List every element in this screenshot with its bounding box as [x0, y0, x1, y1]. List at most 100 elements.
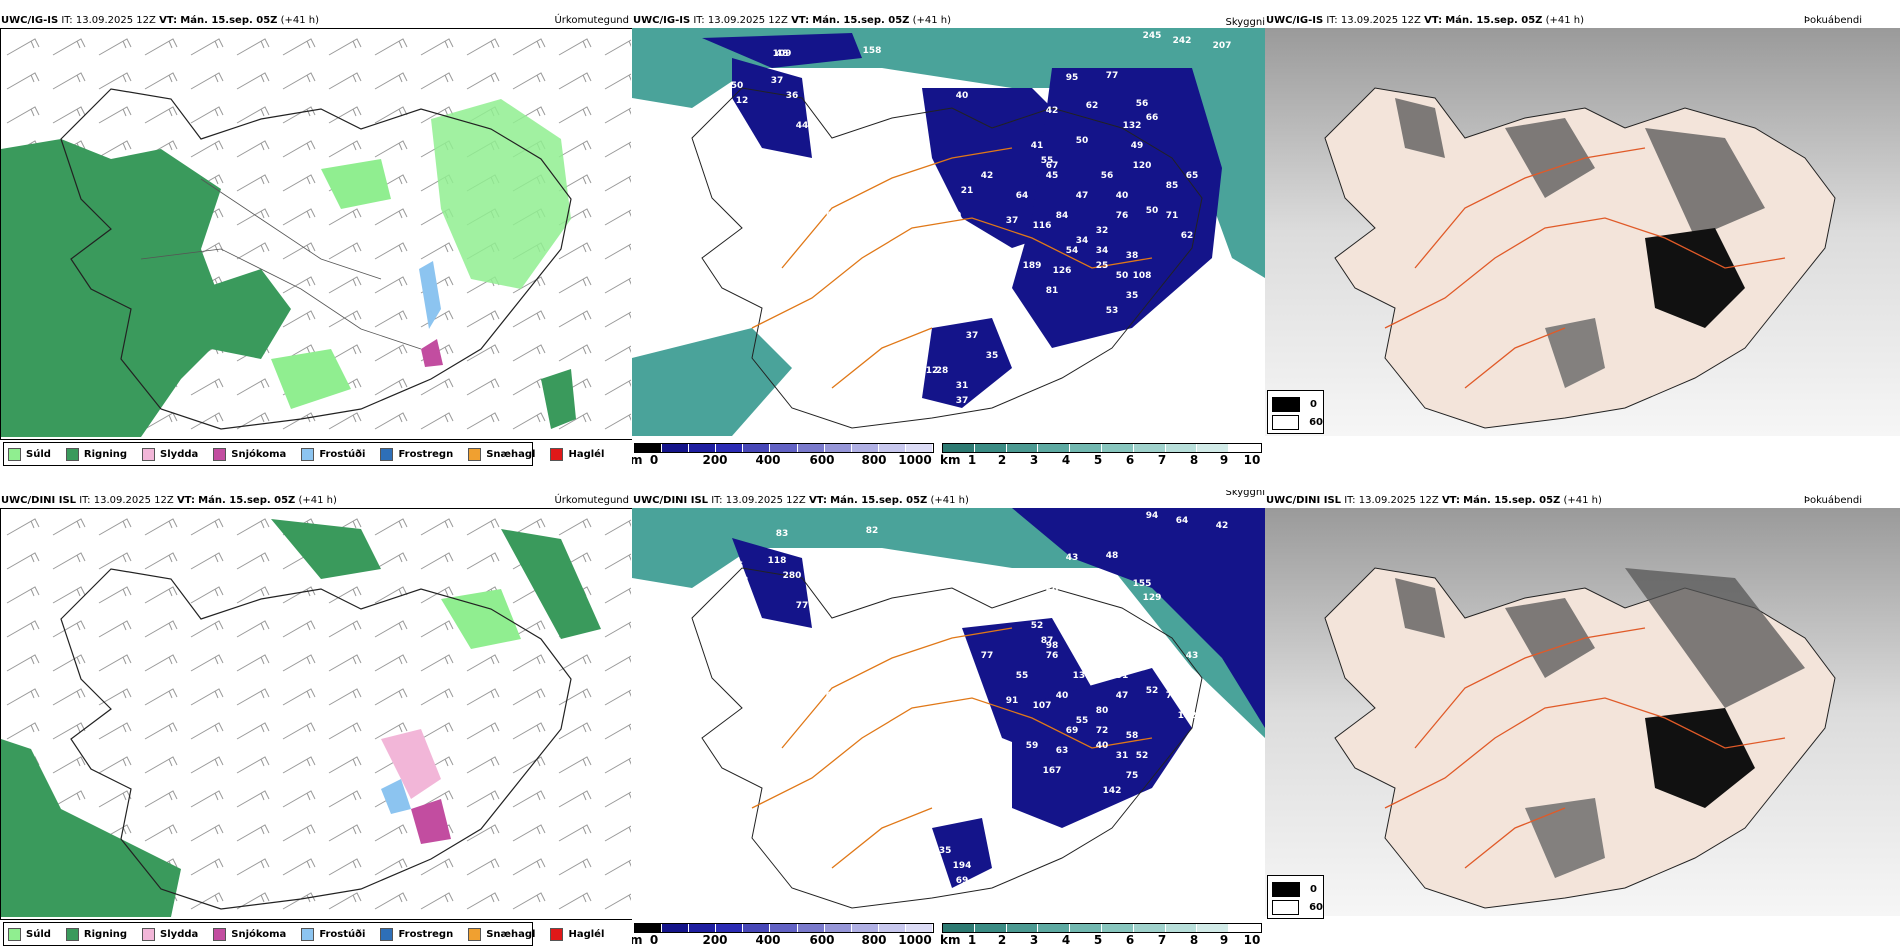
sleet-area — [381, 729, 441, 799]
visibility-ticks: km 1 2 3 4 5 6 7 8 9 10 — [940, 453, 1262, 467]
cloud-base-ticks: m 0 200 400 600 800 1000 — [632, 933, 934, 947]
cloud-base-value: 65 — [1186, 171, 1199, 181]
panel-title: Úrkomutegund — [554, 15, 629, 26]
cloud-base-value: 56 — [1101, 171, 1114, 181]
freezing-drizzle-area — [419, 261, 441, 329]
cloud-base-scale: m 0 200 400 600 800 1000 — [632, 923, 934, 947]
low-cloud-east — [1012, 68, 1222, 348]
cloud-base-value: 40 — [1116, 191, 1129, 201]
tick: 6 — [1125, 933, 1135, 947]
tick: 10 — [1243, 933, 1261, 947]
cloud-base-value: 242 — [1173, 36, 1192, 46]
cloud-base-value: 109 — [773, 49, 792, 59]
legend-label: 0 — [1310, 399, 1317, 410]
cloud-base-value: 59 — [1026, 741, 1039, 751]
cloud-base-value: 120 — [1133, 161, 1152, 171]
vt-label: VT: — [159, 15, 178, 26]
cloud-base-value: 84 — [1056, 211, 1069, 221]
fog-area-south — [1525, 798, 1605, 878]
cloud-base-value: 45 — [1166, 661, 1179, 671]
legend-item: Súld — [8, 447, 51, 461]
vt-value: Mán. 15.sep. 05Z — [180, 15, 278, 26]
cloud-base-value: 50 — [1116, 271, 1129, 281]
legend-item: Snæhagl — [468, 447, 535, 461]
legend-swatch — [550, 447, 564, 461]
low-cloud-east — [1012, 668, 1192, 828]
fog-legend: 0 60 — [1267, 390, 1324, 434]
visibility-map: 83 82 94 64 42 118 280 77 38 95 35 43 48 60 41 155 57 55 1… — [632, 508, 1265, 918]
legend-label: Frostregn — [398, 448, 454, 460]
legend-label: 60 — [1309, 417, 1323, 428]
it-label: IT: — [1326, 15, 1338, 26]
tick: 6 — [1125, 453, 1135, 467]
drizzle-area-east — [431, 99, 571, 289]
colorbar-segment — [824, 924, 852, 932]
colorbar-segment — [1006, 444, 1039, 452]
colorbar-segment — [689, 924, 717, 932]
cloud-base-value: 56 — [1136, 99, 1149, 109]
cloud-base-value: 42 — [1046, 106, 1059, 116]
cloud-base-colorbar — [634, 443, 934, 453]
colorbar-segment — [635, 924, 663, 932]
tick: 400 — [755, 453, 781, 467]
legend-swatch — [468, 927, 482, 941]
rain-area-sea — [541, 369, 576, 429]
snow-area — [421, 339, 443, 367]
tick: 3 — [1029, 933, 1039, 947]
cloud-base-value: 41 — [1086, 581, 1099, 591]
fog-index-panel: UWC/DINI ISL IT: 13.09.2025 12Z VT: Mán.… — [1265, 490, 1900, 950]
precip-map-svg — [1, 29, 631, 437]
cloud-base-value: 50 — [1146, 206, 1159, 216]
cloud-base-value: 108 — [1133, 271, 1152, 281]
road-network — [751, 147, 1153, 389]
tick: 600 — [809, 453, 835, 467]
tick: 0 — [649, 453, 659, 467]
cloud-base-value: 129 — [1143, 593, 1162, 603]
model-name: UWC/DINI ISL — [633, 495, 709, 506]
colorbar-segment — [851, 444, 879, 452]
cloud-base-value: 69 — [1066, 726, 1079, 736]
visibility-map: 109 158 245 242 207 37 36 44 12 50 40 95 77 42 62 56 132… — [632, 28, 1265, 438]
fog-map-svg — [1265, 508, 1900, 916]
colorbar-segment — [797, 444, 825, 452]
colorbar-segment — [878, 444, 906, 452]
cloud-base-value: 43 — [1066, 553, 1079, 563]
precip-legend: Súld Rigning Slydda Snjókoma Frostúði Fr… — [3, 922, 604, 946]
visibility-colorbar — [942, 443, 1262, 453]
cloud-base-value: 207 — [1213, 41, 1232, 51]
cloud-base-unit: m — [632, 453, 643, 467]
legend-item: Frostúði — [301, 447, 365, 461]
colorbar-segment — [878, 924, 906, 932]
legend-item: 0 — [1272, 397, 1323, 412]
colorbar-segment — [905, 444, 934, 452]
cloud-base-value: 52 — [1136, 751, 1149, 761]
cloud-base-value: 64 — [1176, 516, 1189, 526]
cloud-base-value: 155 — [1133, 579, 1152, 589]
legend-swatch — [550, 927, 564, 941]
cloud-base-value: 85 — [1166, 181, 1179, 191]
cloud-base-value: 132 — [1123, 121, 1142, 131]
legend-item: Frostregn — [380, 927, 453, 941]
tick: 7 — [1157, 453, 1167, 467]
cloud-base-value: 76 — [1046, 651, 1059, 661]
legend-swatch — [65, 927, 79, 941]
cloud-base-value: 38 — [1126, 251, 1139, 261]
tick: 1 — [967, 933, 977, 947]
cloud-base-value: 47 — [1076, 191, 1089, 201]
cloud-base-value: 52 — [1031, 621, 1044, 631]
lead-time: (+41 h) — [912, 15, 952, 26]
legend-swatch — [1272, 397, 1300, 412]
colorbar-segment — [1133, 924, 1166, 932]
legend-swatch — [8, 447, 21, 461]
cloud-base-value: 87 — [1041, 636, 1054, 646]
cloud-base-value: 55 — [1076, 716, 1089, 726]
vt-value: Mán. 15.sep. 05Z — [1445, 15, 1543, 26]
tick: 1000 — [898, 453, 932, 467]
visibility-map-svg: 83 82 94 64 42 118 280 77 38 95 35 43 48 60 41 155 57 55 1… — [632, 508, 1265, 916]
legend-label: Snjókoma — [231, 928, 287, 940]
legend-label: Rigning — [83, 928, 128, 940]
cloud-base-value: 46 — [876, 711, 889, 721]
it-value: 13.09.2025 12Z — [725, 495, 806, 506]
cloud-base-value: 31 — [956, 381, 969, 391]
legend-label: Rigning — [83, 448, 128, 460]
